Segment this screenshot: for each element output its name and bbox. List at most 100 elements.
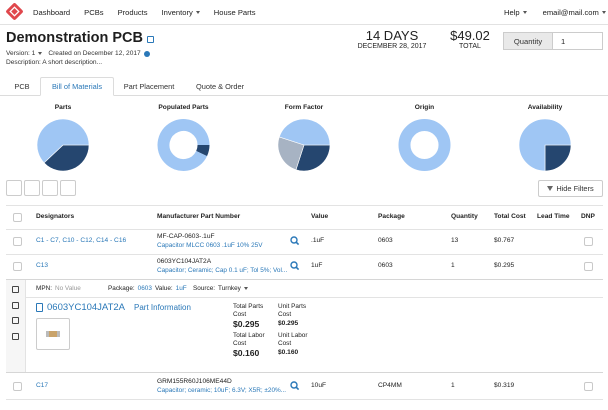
package: 0603 [378, 262, 393, 269]
column-header: Designators [36, 213, 75, 220]
column-header: Lead Time [537, 213, 570, 220]
filter-value[interactable]: Turnkey [218, 284, 248, 293]
tool-button[interactable] [6, 180, 22, 196]
part-name[interactable]: 0603YC104JAT2A [47, 302, 125, 313]
info-icon [143, 50, 150, 57]
part-icon [36, 303, 43, 312]
pie-label: Parts [55, 104, 72, 111]
sidebar-icon[interactable] [12, 302, 19, 309]
caret [38, 51, 43, 55]
row-border [6, 205, 603, 206]
package: CP4MM [378, 382, 402, 389]
filter: Value: 1uF [155, 284, 187, 293]
date: DECEMBER 28, 2017 [357, 43, 427, 50]
caret [522, 11, 527, 14]
cost-value: $0.295 [278, 320, 299, 327]
nav-link[interactable]: PCBs [84, 7, 104, 17]
tool-button[interactable] [60, 180, 76, 196]
filter: Package: 0603 [108, 284, 152, 293]
search-icon-handle [295, 386, 300, 391]
search-icon-handle [295, 266, 300, 271]
caret [243, 286, 248, 290]
search-icon-ring [290, 381, 298, 389]
cost-label: Unit Labor Cost [278, 332, 308, 347]
mpn: 0603YC104JAT2A [157, 258, 212, 265]
detail-sidebar [6, 280, 26, 372]
tab[interactable]: Bill of Materials [40, 77, 114, 96]
part-image [46, 331, 60, 337]
tab[interactable]: PCB [14, 82, 30, 91]
search-icon[interactable] [290, 261, 300, 271]
mpn: GRM155R60J106ME44D [157, 378, 232, 385]
filter: MPN: No Value [36, 284, 81, 293]
sidebar-icon[interactable] [12, 333, 19, 340]
version-row: Version: 1 Created on December 12, 2017 [6, 50, 150, 57]
value: .1uF [311, 237, 325, 244]
column-header: Manufacturer Part Number [157, 213, 241, 220]
checkbox[interactable] [584, 237, 593, 246]
filter-divider [26, 297, 603, 298]
part-description: Capacitor MLCC 0603 .1uF 10% 25V [157, 242, 263, 249]
tool-button[interactable] [42, 180, 58, 196]
help-menu[interactable]: Help [504, 8, 527, 17]
filter-icon [547, 186, 554, 191]
cost-label: Total Parts Cost [233, 303, 264, 318]
search-icon[interactable] [290, 381, 300, 391]
caret [601, 11, 606, 14]
mpn: MF-CAP-0603-.1uF [157, 233, 215, 240]
tool-button[interactable] [24, 180, 40, 196]
pie-slice [398, 118, 451, 171]
column-header: Quantity [451, 213, 478, 220]
caret [195, 11, 200, 14]
logo[interactable] [5, 2, 23, 20]
search-icon[interactable] [290, 236, 300, 246]
version[interactable]: Version: 1 [6, 50, 43, 57]
pie-slice [518, 118, 572, 172]
search-icon-handle [295, 241, 300, 246]
quantity-label: Quantity [503, 32, 553, 50]
row-border [6, 254, 603, 255]
sidebar-icon[interactable] [12, 317, 19, 324]
tab[interactable]: Part Placement [123, 82, 175, 91]
price: $49.02 [450, 28, 490, 43]
checkbox[interactable] [13, 382, 22, 391]
filter-value[interactable]: 1uF [175, 285, 187, 292]
value: 10uF [311, 382, 327, 389]
filter-value[interactable]: 0603 [137, 285, 152, 292]
designators[interactable]: C13 [36, 262, 49, 269]
search-icon-ring [290, 236, 298, 244]
checkbox[interactable] [584, 382, 593, 391]
quantity-input[interactable]: 1 [552, 32, 603, 50]
checkbox[interactable] [13, 262, 22, 271]
column-header: DNP [581, 213, 595, 220]
detail-panel [6, 279, 603, 373]
user-menu[interactable]: email@mail.com [543, 8, 606, 17]
pie-label: Availability [528, 104, 563, 111]
designators[interactable]: C1 - C7, C10 - C12, C14 - C16 [36, 237, 127, 244]
pie-slice [278, 118, 331, 146]
column-header: Value [311, 213, 329, 220]
tab[interactable]: Quote & Order [195, 82, 245, 91]
nav-right: Help email@mail.com [504, 0, 606, 24]
filter-label: Source: [193, 285, 216, 292]
nav-link[interactable]: House Parts [213, 7, 256, 17]
checkbox[interactable] [13, 237, 22, 246]
search-icon-ring [290, 261, 298, 269]
checkbox[interactable] [584, 262, 593, 271]
total-cost: $0.295 [494, 262, 515, 269]
tab-line [0, 95, 608, 96]
nav-link[interactable]: Products [117, 7, 148, 17]
designators[interactable]: C17 [36, 382, 49, 389]
nav-link[interactable]: Dashboard [33, 7, 71, 17]
total-label: TOTAL [459, 43, 481, 50]
filter-value: No Value [54, 285, 81, 292]
nav-link[interactable]: Inventory [162, 8, 200, 17]
edit-icon[interactable] [146, 35, 154, 43]
sidebar-icon[interactable] [12, 286, 19, 293]
checkbox[interactable] [13, 213, 22, 222]
part-section[interactable]: Part Information [134, 303, 191, 312]
hide-filters-button[interactable]: Hide Filters [538, 180, 603, 197]
pie-slice [544, 144, 572, 172]
part-description: Capacitor; Ceramic; Cap 0.1 uF; Tol 5%; … [157, 267, 288, 274]
